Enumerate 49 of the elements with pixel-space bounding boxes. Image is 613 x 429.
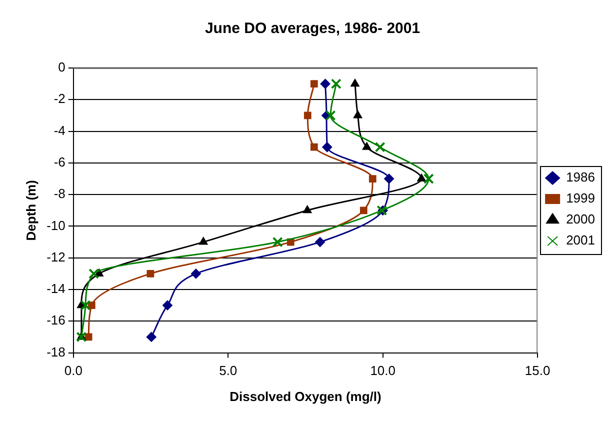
chart-title: June DO averages, 1986- 2001 xyxy=(204,20,420,38)
point xyxy=(304,112,312,120)
point xyxy=(76,332,87,342)
point xyxy=(417,174,426,182)
point xyxy=(350,78,360,87)
legend-label: 2001 xyxy=(566,232,595,248)
point xyxy=(80,300,91,311)
legend-label: 1986 xyxy=(566,170,595,185)
x-axis-title: Dissolved Oxygen (mg/l) xyxy=(230,388,382,404)
legend-label: 1999 xyxy=(566,190,595,206)
point xyxy=(330,78,342,90)
point xyxy=(272,236,283,248)
x-tick-label: 10.0 xyxy=(370,363,396,378)
y-axis-title: Depth (m) xyxy=(23,180,38,241)
legend-label: 2000 xyxy=(566,212,595,227)
point xyxy=(360,206,368,214)
point xyxy=(423,174,434,184)
point xyxy=(162,300,172,310)
y-tick-label: -14 xyxy=(46,281,66,296)
y-tick-label: -4 xyxy=(54,122,66,138)
y-tick-label: -8 xyxy=(54,186,66,202)
point xyxy=(310,143,318,151)
point xyxy=(88,302,96,310)
point xyxy=(353,110,362,118)
point xyxy=(368,175,376,182)
point xyxy=(320,78,330,89)
y-tick-label: -18 xyxy=(46,344,66,360)
point xyxy=(315,237,326,248)
point xyxy=(362,142,372,150)
point xyxy=(146,332,156,342)
point xyxy=(384,174,394,184)
point xyxy=(190,268,201,279)
y-tick-label: -2 xyxy=(54,91,66,106)
y-tick-label: -6 xyxy=(54,154,66,170)
x-tick-label: 0.0 xyxy=(64,363,82,378)
y-tick-label: 0 xyxy=(58,60,66,75)
point xyxy=(325,110,336,121)
x-tick-label: 15.0 xyxy=(524,363,550,378)
y-tick-label: -16 xyxy=(46,312,66,328)
point xyxy=(198,237,208,245)
y-tick-label: -12 xyxy=(46,249,66,264)
point xyxy=(374,142,386,152)
point xyxy=(88,268,100,279)
y-tick-label: -10 xyxy=(46,218,66,233)
point xyxy=(146,270,154,278)
x-tick-label: 5.0 xyxy=(219,363,238,378)
point xyxy=(310,80,318,88)
point xyxy=(322,142,332,152)
point xyxy=(302,205,312,214)
